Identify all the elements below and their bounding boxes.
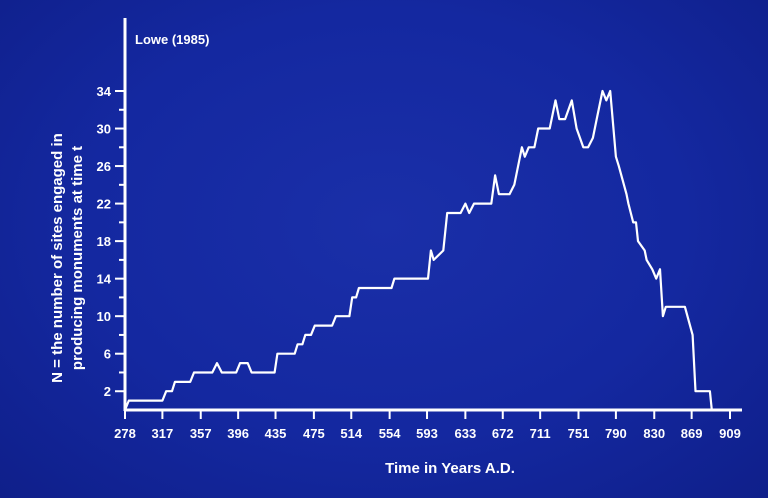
x-tick-label: 396 (227, 426, 249, 441)
y-tick-label: 18 (97, 234, 111, 249)
y-tick-label: 2 (104, 384, 111, 399)
y-axis-title-line2: producing monuments at time t (69, 146, 86, 370)
x-tick-label: 751 (568, 426, 590, 441)
y-tick-label: 30 (97, 122, 111, 137)
y-tick-label: 14 (97, 272, 112, 287)
y-tick-label: 6 (104, 347, 111, 362)
x-tick-label: 633 (455, 426, 477, 441)
x-tick-label: 830 (643, 426, 665, 441)
x-tick-label: 909 (719, 426, 741, 441)
x-tick-label: 278 (114, 426, 136, 441)
x-tick-label: 475 (303, 426, 325, 441)
x-axis-title: Time in Years A.D. (385, 460, 515, 477)
y-tick-label: 26 (97, 159, 111, 174)
x-tick-label: 711 (530, 426, 551, 441)
series-line (123, 89, 713, 411)
x-axis-ticks: 278 317 357 396 435 475 514 554 593 633 672 711 751 7… (114, 410, 741, 441)
y-tick-label: 10 (97, 309, 111, 324)
axes (123, 18, 742, 412)
y-axis-title-line1: N = the number of sites engaged in (49, 133, 66, 383)
x-tick-label: 790 (605, 426, 627, 441)
x-tick-label: 593 (416, 426, 438, 441)
x-tick-label: 435 (265, 426, 287, 441)
x-tick-label: 357 (190, 426, 212, 441)
y-tick-label: 22 (97, 197, 111, 212)
x-tick-label: 672 (492, 426, 514, 441)
x-tick-label: 514 (340, 426, 362, 441)
y-tick-label: 34 (97, 84, 112, 99)
annotation-label: Lowe (1985) (135, 32, 209, 47)
x-tick-label: 554 (379, 426, 401, 441)
x-tick-label: 869 (681, 426, 703, 441)
x-tick-label: 317 (152, 426, 174, 441)
